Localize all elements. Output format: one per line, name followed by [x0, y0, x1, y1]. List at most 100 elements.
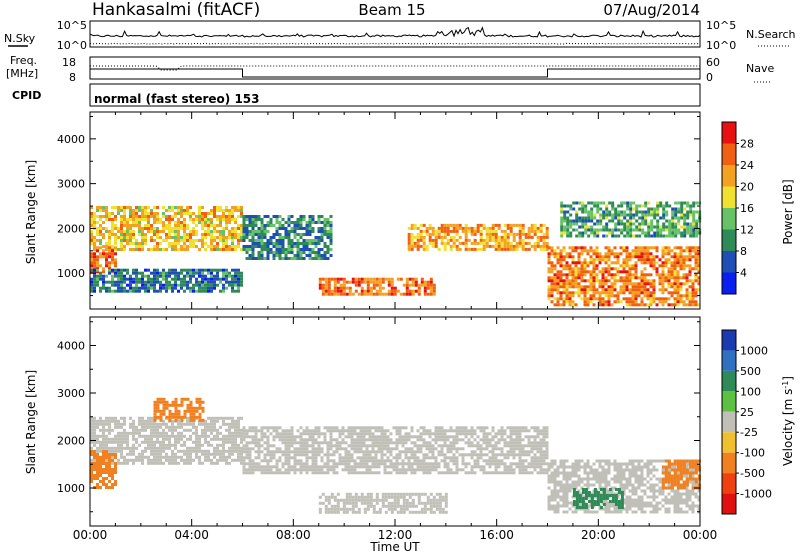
data-cell	[240, 417, 243, 420]
data-cell	[590, 249, 593, 252]
data-cell	[557, 258, 560, 261]
data-cell	[357, 426, 360, 429]
data-cell	[540, 230, 543, 233]
data-cell	[408, 462, 411, 465]
data-cell	[522, 429, 525, 432]
data-cell	[638, 303, 641, 306]
data-cell	[315, 236, 318, 239]
data-cell	[331, 505, 334, 508]
data-cell	[590, 232, 593, 235]
data-cell	[156, 462, 159, 465]
data-cell	[183, 209, 186, 212]
data-cell	[165, 275, 168, 278]
data-cell	[201, 278, 204, 281]
data-cell	[671, 235, 674, 238]
data-cell	[168, 438, 171, 441]
data-cell	[546, 432, 549, 435]
data-cell	[174, 453, 177, 456]
data-cell	[327, 459, 330, 462]
data-cell	[150, 281, 153, 284]
data-cell	[303, 239, 306, 242]
data-cell	[599, 252, 602, 255]
data-cell	[596, 267, 599, 270]
data-cell	[228, 438, 231, 441]
data-cell	[608, 279, 611, 282]
data-cell	[689, 273, 692, 276]
data-cell	[665, 288, 668, 291]
data-cell	[300, 221, 303, 224]
data-cell	[318, 254, 321, 257]
data-cell	[108, 471, 111, 474]
data-cell	[195, 278, 198, 281]
data-cell	[459, 224, 462, 227]
data-cell	[96, 435, 99, 438]
data-cell	[163, 407, 166, 410]
data-cell	[360, 438, 363, 441]
data-cell	[638, 205, 641, 208]
data-cell	[584, 205, 587, 208]
data-cell	[540, 432, 543, 435]
data-cell	[611, 291, 614, 294]
data-cell	[255, 221, 258, 224]
data-cell	[471, 441, 474, 444]
data-cell	[346, 511, 349, 514]
data-cell	[222, 236, 225, 239]
data-cell	[184, 410, 187, 413]
data-cell	[234, 269, 237, 272]
data-cell	[623, 226, 626, 229]
data-cell	[498, 227, 501, 230]
data-cell	[677, 202, 680, 205]
data-cell	[686, 273, 689, 276]
data-cell	[192, 432, 195, 435]
data-cell	[99, 450, 102, 453]
data-cell	[516, 242, 519, 245]
data-cell	[641, 279, 644, 282]
data-cell	[144, 456, 147, 459]
data-cell	[605, 267, 608, 270]
data-cell	[231, 206, 234, 209]
data-cell	[435, 236, 438, 239]
data-cell	[363, 444, 366, 447]
data-cell	[662, 303, 665, 306]
data-cell	[207, 423, 210, 426]
data-cell	[444, 438, 447, 441]
data-cell	[626, 235, 629, 238]
data-cell	[322, 284, 325, 287]
data-cell	[105, 459, 108, 462]
data-cell	[372, 426, 375, 429]
data-cell	[183, 221, 186, 224]
data-cell	[306, 432, 309, 435]
data-cell	[252, 236, 255, 239]
data-cell	[411, 462, 414, 465]
data-cell	[683, 235, 686, 238]
data-cell	[99, 456, 102, 459]
data-cell	[426, 465, 429, 468]
data-cell	[433, 293, 436, 296]
data-cell	[617, 235, 620, 238]
data-cell	[507, 224, 510, 227]
data-cell	[261, 444, 264, 447]
data-cell	[686, 232, 689, 235]
data-cell	[231, 420, 234, 423]
data-cell	[522, 239, 525, 242]
data-cell	[172, 416, 175, 419]
data-cell	[315, 438, 318, 441]
data-cell	[641, 246, 644, 249]
data-cell	[584, 285, 587, 288]
data-cell	[156, 432, 159, 435]
data-cell	[156, 429, 159, 432]
data-cell	[644, 246, 647, 249]
data-cell	[543, 456, 546, 459]
data-cell	[249, 456, 252, 459]
data-cell	[414, 453, 417, 456]
data-cell	[108, 261, 111, 264]
data-cell	[551, 249, 554, 252]
data-cell	[99, 209, 102, 212]
data-cell	[102, 471, 105, 474]
data-cell	[193, 410, 196, 413]
data-cell	[581, 220, 584, 223]
data-cell	[489, 239, 492, 242]
data-cell	[147, 456, 150, 459]
data-cell	[150, 227, 153, 230]
data-cell	[96, 438, 99, 441]
